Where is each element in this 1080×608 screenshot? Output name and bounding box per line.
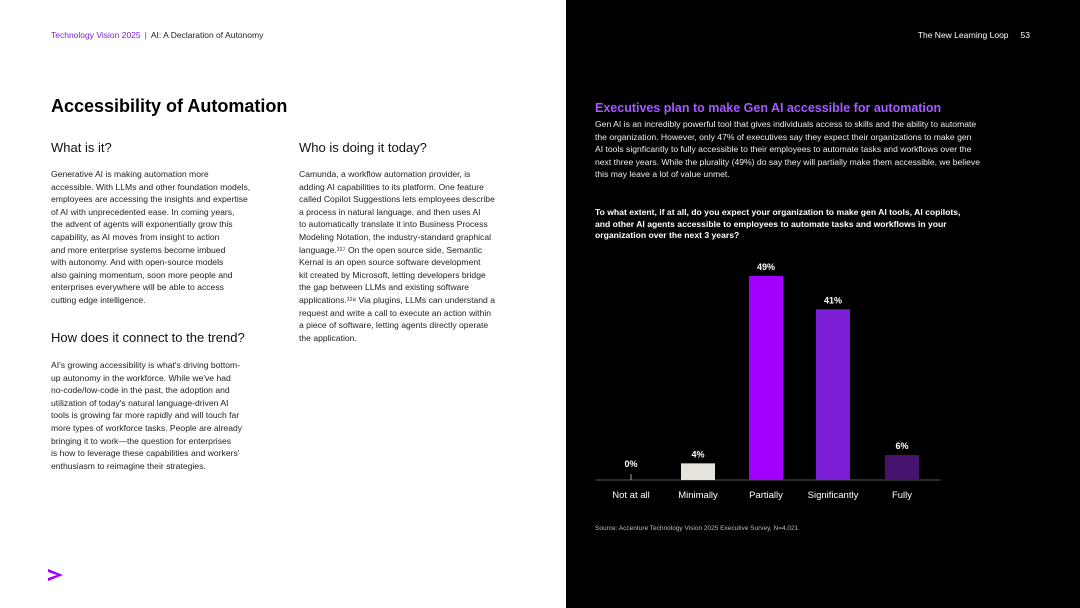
text-line: Kernal is an open source software develo…: [299, 257, 481, 268]
data-label: 0%: [624, 459, 637, 469]
chapter-name: The New Learning Loop: [917, 30, 1009, 40]
bar-chart: 0% Not at all 4% Minimally 49% Partially 41% Si…: [596, 262, 941, 501]
text-line: the advent of agents will exponentially …: [51, 219, 233, 230]
category-label: Not at all: [612, 490, 650, 501]
text-line: applications.¹¹⁸ Via plugins, LLMs can u…: [299, 294, 495, 305]
data-label: 41%: [824, 295, 842, 305]
text-line: more types of workforce tasks. People ar…: [51, 422, 243, 433]
what-heading: What is it?: [51, 140, 112, 155]
accenture-logo-icon: [48, 569, 63, 581]
text-line: Generative AI is making automation more: [51, 169, 209, 179]
data-label: 49%: [757, 262, 775, 272]
text-line: tools is growing far more rapidly and wi…: [51, 410, 240, 421]
bar-partially: [749, 276, 783, 480]
header-separator: |: [144, 30, 147, 40]
text-line: employees are accessing the insights and…: [51, 194, 248, 205]
report-name: Technology Vision 2025: [51, 30, 141, 40]
header-chapter: The New Learning Loop 53: [918, 30, 1030, 40]
section-name: AI: A Declaration of Autonomy: [150, 30, 264, 40]
category-label: Fully: [892, 490, 912, 501]
page-title: Accessibility of Automation: [51, 96, 288, 116]
text-line: of AI with unprecedented ease. In coming…: [51, 206, 235, 217]
text-line: a process in natural language, and then …: [299, 206, 481, 217]
what-body: Generative AI is making automation more a…: [51, 168, 291, 307]
text-line: adding AI capabilities to its platform. …: [299, 181, 484, 192]
how-heading: How does it connect to the trend?: [51, 330, 245, 345]
text-line: is how to leverage these capabilities an…: [51, 448, 240, 459]
page-number: 53: [1020, 30, 1030, 40]
category-label: Significantly: [808, 490, 859, 501]
text-line: called Copilot Suggestions lets employee…: [299, 194, 495, 205]
bar-fully: [885, 455, 919, 480]
text-line: utilization of today's natural language-…: [51, 397, 229, 408]
category-label: Minimally: [678, 490, 718, 501]
text-line: bringing it to work—the question for ent…: [51, 435, 232, 446]
text-line: language.¹¹⁷ On the open source side, Se…: [299, 244, 483, 255]
bar-minimally: [681, 463, 715, 480]
text-line: request and write a call to execute an a…: [299, 307, 492, 318]
text-line: also gaining momentum, soon more people …: [51, 269, 233, 280]
text-line: the gap between LLMs and existing softwa…: [299, 282, 470, 293]
text-line: enthusiasm to reimagine their strategies…: [51, 460, 206, 471]
text-line: no-code/low-code in the past, the adopti…: [51, 385, 230, 396]
survey-question: To what extent, if at all, do you expect…: [595, 207, 961, 240]
text-line: and more enterprise systems become imbue…: [51, 244, 226, 255]
text-line: enterprises everywhere will be able to a…: [51, 282, 224, 293]
chart-intro: Gen AI is an incredibly powerful tool th…: [595, 119, 980, 180]
text-line: a piece of software, letting agents dire…: [299, 320, 489, 331]
right-panel: The New Learning Loop 53 Executives plan …: [566, 0, 1080, 608]
text-line: AI's growing accessibility is what's dri…: [51, 360, 241, 370]
text-line: Camunda, a workflow automation provider,…: [299, 169, 471, 179]
text-line: cutting edge intelligence.: [51, 294, 146, 305]
data-label: 4%: [691, 449, 704, 459]
who-body: Camunda, a workflow automation provider,…: [299, 168, 539, 344]
bar-significantly: [816, 309, 850, 480]
data-label: 6%: [895, 441, 908, 451]
text-line: the application.: [299, 332, 357, 343]
category-label: Partially: [749, 490, 783, 501]
text-line: to automatically translate it into Busin…: [299, 219, 488, 230]
chart-title: Executives plan to make Gen AI accessibl…: [595, 101, 942, 115]
text-line: kit created by Microsoft, letting develo…: [299, 269, 486, 280]
text-line: capability, as AI moves from insight to …: [51, 231, 220, 242]
who-heading: Who is doing it today?: [299, 140, 427, 155]
header-breadcrumb: Technology Vision 2025 | AI: A Declaration…: [51, 30, 263, 40]
text-line: with autonomy. And with open-source mode…: [51, 257, 224, 268]
text-line: up autonomy in the workforce. While we'v…: [51, 372, 231, 383]
left-panel: Technology Vision 2025 | AI: A Declaration…: [48, 30, 539, 581]
source-note: Source: Accenture Technology Vision 2025…: [595, 525, 799, 532]
text-line: Modeling Notation, the industry-standard…: [299, 231, 492, 242]
how-body: AI's growing accessibility is what's dri…: [51, 359, 291, 472]
text-line: accessible. With LLMs and other foundati…: [51, 181, 251, 192]
